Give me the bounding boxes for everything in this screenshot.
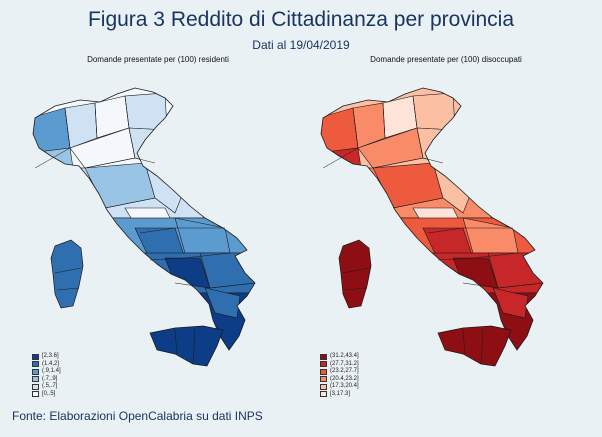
legend-item: (.5,.7] [32, 383, 61, 391]
source-note: Fonte: Elaborazioni OpenCalabria su dati… [12, 409, 263, 423]
legend-swatch [32, 376, 39, 383]
legend-label: (20.4,23.2] [330, 375, 359, 382]
legend-swatch [320, 376, 327, 383]
legend-swatch [320, 391, 327, 398]
legend-item: (17.3,20.4] [320, 383, 359, 391]
italy-outline [320, 87, 544, 351]
figure-subtitle: Dati al 19/04/2019 [252, 38, 350, 52]
province-abruzzo [462, 217, 519, 254]
legend-swatch [320, 353, 327, 360]
legend-item: [3,17.3] [320, 391, 359, 399]
legend-swatch [320, 361, 327, 368]
legend-item: (1.4,2] [32, 361, 61, 369]
legend-label: [3,17.3] [330, 390, 351, 397]
sicily-borders [462, 327, 484, 365]
province-veneto [124, 92, 168, 131]
province-veneto [412, 92, 456, 131]
province-piemonte-west [33, 107, 71, 154]
legend-unemployed: (31.2,43.4] (27.7,31.2] (23.2,27.7] (20.… [320, 353, 359, 398]
figure-title: Figura 3 Reddito di Cittadinanza per pro… [87, 8, 515, 31]
legend-label: (.5,.7] [42, 383, 58, 390]
legend-item: (.9,1.4] [32, 368, 61, 376]
province-liguria [33, 147, 74, 169]
province-piemonte-west [321, 107, 359, 154]
province-abruzzo [174, 217, 231, 254]
legend-label: (31.2,43.4] [330, 353, 359, 360]
sicily [149, 325, 224, 367]
legend-swatch [32, 361, 39, 368]
sicily-borders [174, 327, 196, 365]
legend-swatch [32, 391, 39, 398]
legend-label: (17.3,20.4] [330, 383, 359, 390]
legend-item: (27.7,31.2] [320, 361, 359, 369]
province-borders [322, 95, 544, 319]
legend-swatch [32, 368, 39, 375]
legend-residents: [2,3.6] (1.4,2] (.9,1.4] (.7,.9] (.5,.7]… [32, 353, 61, 398]
right-map-title: Domande presentate per (100) disoccupati [370, 55, 522, 64]
legend-label: [0,.5] [42, 390, 56, 397]
sicily [437, 325, 512, 367]
legend-label: (23.2,27.7] [330, 368, 359, 375]
sardinia [50, 239, 84, 309]
legend-swatch [32, 383, 39, 390]
legend-swatch [320, 368, 327, 375]
province-puglia [487, 252, 543, 289]
legend-label: (.9,1.4] [42, 368, 61, 375]
left-map-title: Domande presentate per (100) residenti [87, 55, 229, 64]
sardinia-borders [342, 267, 370, 291]
legend-label: (1.4,2] [42, 360, 60, 367]
italy-outline [32, 87, 256, 351]
legend-label: (27.7,31.2] [330, 360, 359, 367]
province-puglia [199, 252, 255, 289]
legend-item: [0,.5] [32, 391, 61, 399]
legend-label: (.7,.9] [42, 375, 58, 382]
province-liguria [321, 147, 362, 169]
map-unemployed [320, 87, 544, 367]
sardinia [338, 239, 372, 309]
legend-item: (20.4,23.2] [320, 376, 359, 384]
sardinia-borders [54, 267, 82, 291]
legend-item: (23.2,27.7] [320, 368, 359, 376]
legend-swatch [320, 383, 327, 390]
legend-item: (31.2,43.4] [320, 353, 359, 361]
legend-item: [2,3.6] [32, 353, 61, 361]
legend-label: [2,3.6] [42, 353, 59, 360]
map-residents [32, 87, 256, 367]
legend-item: (.7,.9] [32, 376, 61, 384]
province-borders [34, 95, 256, 319]
legend-swatch [32, 353, 39, 360]
